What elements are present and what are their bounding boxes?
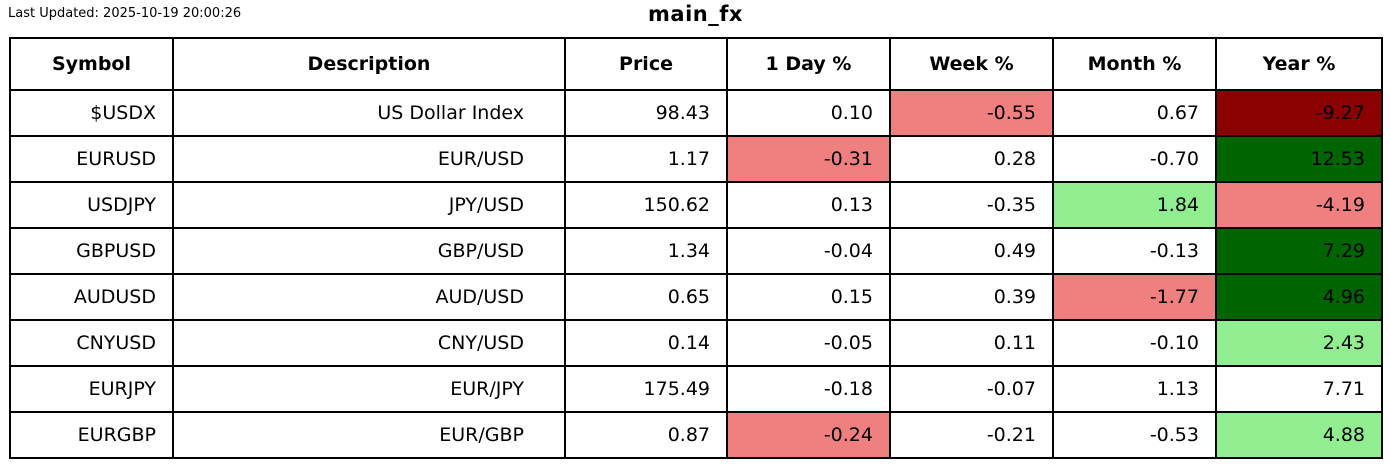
fx-table-body: $USDX US Dollar Index 98.43 0.10 -0.55 0.67 -9… (9, 89, 1383, 459)
cell-symbol: $USDX (9, 89, 174, 137)
column-header-year: Year % (1215, 37, 1383, 91)
cell-price: 0.87 (564, 411, 728, 459)
cell-symbol: EURUSD (9, 135, 174, 183)
cell-year: 2.43 (1215, 319, 1383, 367)
cell-year: 4.88 (1215, 411, 1383, 459)
cell-year: -9.27 (1215, 89, 1383, 137)
column-header-description: Description (172, 37, 566, 91)
cell-month: 1.13 (1052, 365, 1217, 413)
cell-week: 0.11 (889, 319, 1054, 367)
table-row: AUDUSD AUD/USD 0.65 0.15 0.39 -1.77 4.96 (9, 273, 1383, 321)
cell-price: 175.49 (564, 365, 728, 413)
cell-symbol: EURGBP (9, 411, 174, 459)
cell-day: -0.04 (726, 227, 891, 275)
last-updated-timestamp: Last Updated: 2025-10-19 20:00:26 (8, 6, 242, 21)
cell-month: -0.10 (1052, 319, 1217, 367)
cell-price: 98.43 (564, 89, 728, 137)
cell-day: -0.05 (726, 319, 891, 367)
cell-price: 0.65 (564, 273, 728, 321)
cell-month: -0.70 (1052, 135, 1217, 183)
cell-price: 150.62 (564, 181, 728, 229)
cell-symbol: AUDUSD (9, 273, 174, 321)
cell-month: -0.53 (1052, 411, 1217, 459)
column-header-day: 1 Day % (726, 37, 891, 91)
cell-week: -0.21 (889, 411, 1054, 459)
cell-symbol: CNYUSD (9, 319, 174, 367)
cell-week: -0.07 (889, 365, 1054, 413)
cell-week: 0.39 (889, 273, 1054, 321)
cell-price: 1.34 (564, 227, 728, 275)
cell-year: 12.53 (1215, 135, 1383, 183)
table-row: USDJPY JPY/USD 150.62 0.13 -0.35 1.84 -4.19 (9, 181, 1383, 229)
column-header-symbol: Symbol (9, 37, 174, 91)
cell-month: 0.67 (1052, 89, 1217, 137)
cell-month: 1.84 (1052, 181, 1217, 229)
cell-week: 0.49 (889, 227, 1054, 275)
cell-description: US Dollar Index (172, 89, 566, 137)
table-row: EURUSD EUR/USD 1.17 -0.31 0.28 -0.70 12.53 (9, 135, 1383, 183)
column-header-month: Month % (1052, 37, 1217, 91)
column-header-week: Week % (889, 37, 1054, 91)
cell-day: -0.24 (726, 411, 891, 459)
fx-table: Symbol Description Price 1 Day % Week % Month… (9, 37, 1383, 459)
cell-month: -0.13 (1052, 227, 1217, 275)
cell-year: 7.29 (1215, 227, 1383, 275)
cell-symbol: USDJPY (9, 181, 174, 229)
cell-day: -0.31 (726, 135, 891, 183)
cell-year: -4.19 (1215, 181, 1383, 229)
cell-day: 0.10 (726, 89, 891, 137)
cell-symbol: GBPUSD (9, 227, 174, 275)
cell-week: -0.35 (889, 181, 1054, 229)
header-row: Symbol Description Price 1 Day % Week % Month… (9, 37, 1383, 91)
table-row: EURJPY EUR/JPY 175.49 -0.18 -0.07 1.13 7.71 (9, 365, 1383, 413)
cell-description: GBP/USD (172, 227, 566, 275)
cell-year: 4.96 (1215, 273, 1383, 321)
column-header-price: Price (564, 37, 728, 91)
cell-day: 0.15 (726, 273, 891, 321)
table-row: CNYUSD CNY/USD 0.14 -0.05 0.11 -0.10 2.43 (9, 319, 1383, 367)
cell-year: 7.71 (1215, 365, 1383, 413)
fx-table-header: Symbol Description Price 1 Day % Week % Month… (9, 37, 1383, 91)
table-row: EURGBP EUR/GBP 0.87 -0.24 -0.21 -0.53 4.88 (9, 411, 1383, 459)
cell-price: 0.14 (564, 319, 728, 367)
cell-description: EUR/GBP (172, 411, 566, 459)
table-row: $USDX US Dollar Index 98.43 0.10 -0.55 0.67 -9… (9, 89, 1383, 137)
cell-description: JPY/USD (172, 181, 566, 229)
cell-day: 0.13 (726, 181, 891, 229)
cell-day: -0.18 (726, 365, 891, 413)
cell-description: AUD/USD (172, 273, 566, 321)
cell-description: EUR/JPY (172, 365, 566, 413)
cell-description: CNY/USD (172, 319, 566, 367)
cell-description: EUR/USD (172, 135, 566, 183)
table-row: GBPUSD GBP/USD 1.34 -0.04 0.49 -0.13 7.29 (9, 227, 1383, 275)
cell-week: -0.55 (889, 89, 1054, 137)
cell-month: -1.77 (1052, 273, 1217, 321)
page-title: main_fx (648, 2, 743, 26)
cell-symbol: EURJPY (9, 365, 174, 413)
cell-price: 1.17 (564, 135, 728, 183)
cell-week: 0.28 (889, 135, 1054, 183)
